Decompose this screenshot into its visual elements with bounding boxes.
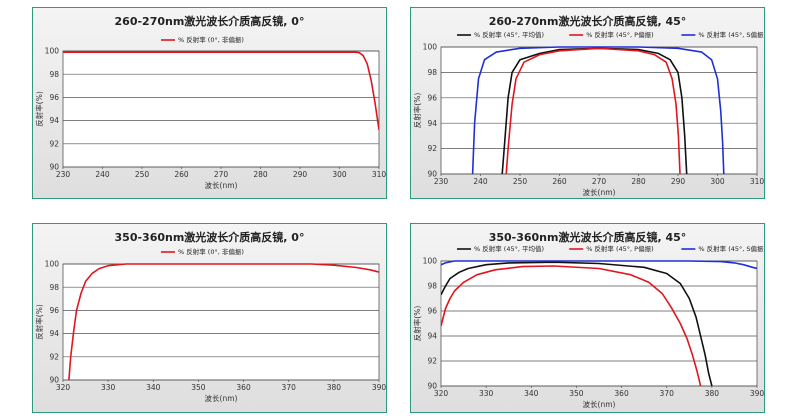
legend-label: % 反射率 (0°, 非偏振)	[178, 247, 244, 256]
x-tick-label: 390	[372, 383, 386, 392]
y-tick-label: 90	[49, 376, 59, 385]
chart-title: 350-360nm激光波长介质高反镜, 45°	[489, 230, 687, 244]
y-tick-label: 92	[49, 139, 59, 148]
x-tick-label: 380	[327, 383, 342, 392]
x-tick-label: 250	[513, 177, 528, 186]
series-line-red	[63, 51, 379, 131]
chart-title: 350-360nm激光波长介质高反镜, 0°	[115, 230, 305, 244]
series-line-red	[441, 265, 702, 386]
x-tick-label: 300	[710, 177, 725, 186]
x-tick-label: 290	[671, 177, 686, 186]
y-tick-label: 100	[423, 43, 438, 52]
series-line-blue	[441, 260, 757, 270]
y-tick-label: 90	[427, 382, 437, 391]
y-tick-label: 92	[427, 144, 437, 153]
y-tick-label: 94	[427, 119, 437, 128]
x-axis-label: 波长(nm)	[205, 393, 238, 403]
x-tick-label: 240	[473, 177, 488, 186]
y-tick-label: 94	[49, 116, 59, 125]
chart-panel-2: 260-270nm激光波长介质高反镜, 45° 90 92 94 96 98 100 230 2…	[410, 7, 765, 199]
plot-area	[440, 260, 758, 387]
x-tick-label: 310	[372, 170, 386, 179]
x-tick-label: 280	[631, 177, 646, 186]
x-tick-label: 260	[174, 170, 189, 179]
x-axis-label: 波长(nm)	[583, 187, 616, 197]
x-tick-label: 270	[592, 177, 607, 186]
chart-svg: 260-270nm激光波长介质高反镜, 0° 90 92 94 96 98 100 230 24…	[34, 14, 386, 190]
y-tick-label: 94	[427, 332, 437, 341]
chart-svg: 350-360nm激光波长介质高反镜, 0° 90 92 94 96 98 100 320 33…	[34, 230, 386, 403]
x-tick-label: 230	[56, 170, 71, 179]
y-axis-label: 反射率(%)	[34, 304, 44, 340]
chart-svg: 350-360nm激光波长介质高反镜, 45° 90 92 94 96 98 100 320 3…	[412, 230, 764, 409]
y-axis-label: 反射率(%)	[34, 91, 44, 127]
y-tick-label: 98	[49, 70, 59, 79]
x-tick-label: 330	[101, 383, 116, 392]
chart-title: 260-270nm激光波长介质高反镜, 0°	[115, 14, 305, 28]
x-tick-label: 310	[750, 177, 764, 186]
y-tick-label: 92	[427, 357, 437, 366]
series-line-red	[505, 47, 681, 174]
series-line-blue	[471, 46, 725, 174]
chart-svg: 260-270nm激光波长介质高反镜, 45° 90 92 94 96 98 100 230 2…	[412, 14, 764, 197]
y-tick-label: 100	[45, 47, 60, 56]
legend-label: % 反射率 (45°, S偏振)	[698, 30, 764, 39]
x-tick-label: 230	[434, 177, 449, 186]
y-tick-label: 98	[49, 283, 59, 292]
y-tick-label: 100	[423, 257, 438, 266]
y-tick-label: 90	[427, 170, 437, 179]
chart-title: 260-270nm激光波长介质高反镜, 45°	[489, 14, 687, 28]
x-tick-label: 340	[146, 383, 161, 392]
plot-area	[62, 50, 380, 168]
y-tick-label: 96	[427, 307, 437, 316]
x-tick-label: 360	[614, 389, 629, 398]
legend-label: % 反射率 (0°, 非偏振)	[178, 35, 244, 44]
x-axis-label: 波长(nm)	[583, 399, 616, 409]
y-tick-label: 96	[427, 93, 437, 102]
x-tick-label: 320	[56, 383, 71, 392]
legend-label: % 反射率 (45°, S偏振)	[698, 244, 764, 253]
x-tick-label: 290	[293, 170, 308, 179]
legend-label: % 反射率 (45°, P偏振)	[586, 30, 653, 39]
series-line-red	[68, 263, 379, 380]
x-tick-label: 390	[750, 389, 764, 398]
y-tick-label: 94	[49, 329, 59, 338]
chart-panel-1: 260-270nm激光波长介质高反镜, 0° 90 92 94 96 98 100 230 24…	[32, 7, 387, 199]
y-tick-label: 98	[427, 68, 437, 77]
x-tick-label: 320	[434, 389, 449, 398]
x-tick-label: 260	[552, 177, 567, 186]
chart-panel-4: 350-360nm激光波长介质高反镜, 45° 90 92 94 96 98 100 320 3…	[410, 223, 765, 413]
x-tick-label: 360	[236, 383, 251, 392]
plot-area	[62, 263, 380, 381]
x-tick-label: 250	[135, 170, 150, 179]
x-tick-label: 340	[524, 389, 539, 398]
y-tick-label: 96	[49, 306, 59, 315]
x-tick-label: 370	[660, 389, 675, 398]
x-tick-label: 380	[705, 389, 720, 398]
y-axis-label: 反射率(%)	[412, 306, 422, 342]
x-tick-label: 330	[479, 389, 494, 398]
x-tick-label: 300	[332, 170, 347, 179]
y-tick-label: 98	[427, 282, 437, 291]
y-axis-label: 反射率(%)	[412, 93, 422, 129]
y-tick-label: 92	[49, 352, 59, 361]
x-tick-label: 350	[569, 389, 584, 398]
x-tick-label: 370	[282, 383, 297, 392]
legend-label: % 反射率 (45°, P偏振)	[586, 244, 653, 253]
x-tick-label: 240	[95, 170, 110, 179]
chart-panel-3: 350-360nm激光波长介质高反镜, 0° 90 92 94 96 98 100 320 33…	[32, 223, 387, 413]
y-tick-label: 100	[45, 260, 60, 269]
y-tick-label: 90	[49, 163, 59, 172]
x-axis-label: 波长(nm)	[205, 180, 238, 190]
plot-area	[440, 46, 758, 175]
series-line-black	[441, 261, 713, 386]
y-tick-label: 96	[49, 93, 59, 102]
x-tick-label: 350	[191, 383, 206, 392]
x-tick-label: 270	[214, 170, 229, 179]
legend-label: % 反射率 (45°, 平均值)	[474, 244, 544, 253]
x-tick-label: 280	[253, 170, 268, 179]
legend-label: % 反射率 (45°, 平均值)	[474, 30, 544, 39]
